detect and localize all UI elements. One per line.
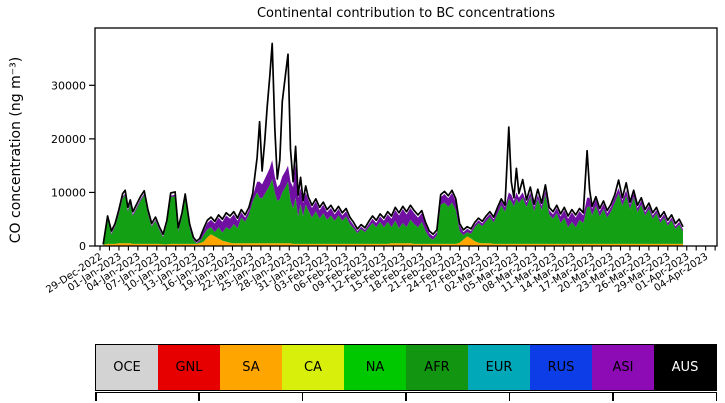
legend-item-afr: AFR — [406, 345, 468, 390]
legend-item-ca: CA — [282, 345, 344, 390]
bottom-axis-tick — [405, 393, 407, 401]
legend-item-sa: SA — [220, 345, 282, 390]
y-tick-label: 10000 — [51, 186, 86, 199]
legend: OCE GNL SA CA NA AFR EUR RUS ASI AUS — [95, 344, 717, 391]
y-tick-label: 30000 — [51, 79, 86, 92]
legend-label: AFR — [424, 360, 450, 375]
bottom-axis-tick — [612, 393, 614, 401]
bottom-axis-tick — [198, 393, 200, 401]
legend-label: OCE — [113, 360, 141, 375]
bottom-axis-tick — [301, 393, 304, 401]
x-axis-labels: 29-Dec-202201-Jan-202304-Jan-202307-Jan-… — [44, 251, 710, 295]
y-tick-label: 20000 — [51, 133, 86, 146]
bottom-axis-tick — [715, 393, 717, 401]
bottom-axis-tick — [508, 393, 511, 401]
legend-item-asi: ASI — [592, 345, 654, 390]
legend-item-oce: OCE — [96, 345, 158, 390]
bottom-axis-tick — [95, 393, 97, 401]
legend-item-na: NA — [344, 345, 406, 390]
x-axis-ticks — [99, 246, 716, 251]
stacked-areas — [103, 160, 683, 246]
legend-item-rus: RUS — [530, 345, 592, 390]
legend-item-eur: EUR — [468, 345, 530, 390]
legend-label: AUS — [671, 360, 699, 375]
y-tick-label: 0 — [79, 240, 86, 253]
chart-title: Continental contribution to BC concentra… — [256, 6, 556, 21]
secondary-axes-top-edge — [95, 392, 717, 403]
y-axis: 0 10000 20000 30000 — [51, 79, 95, 253]
legend-label: SA — [242, 360, 260, 375]
legend-label: GNL — [175, 360, 203, 375]
total-line — [102, 42, 684, 245]
legend-label: CA — [304, 360, 322, 375]
area-series-na — [103, 179, 683, 245]
plot-frame — [94, 27, 718, 247]
legend-label: NA — [365, 360, 385, 375]
legend-label: EUR — [485, 360, 513, 375]
legend-item-gnl: GNL — [158, 345, 220, 390]
legend-label: RUS — [547, 360, 575, 375]
area-series-sa — [103, 234, 683, 246]
legend-item-aus: AUS — [654, 345, 716, 390]
legend-label: ASI — [612, 360, 634, 375]
